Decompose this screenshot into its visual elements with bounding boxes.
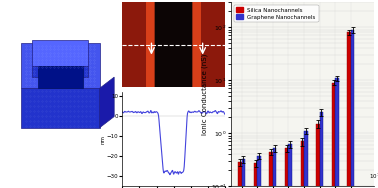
Bar (288, 144, 292, 188)
Legend: Silica Nanochannels, Graphene Nanochannels: Silica Nanochannels, Graphene Nanochanne… (234, 5, 319, 22)
Text: $10^{1}$: $10^{1}$ (369, 171, 378, 181)
Polygon shape (21, 88, 99, 128)
Text: Graphene Nanochannels: Graphene Nanochannels (8, 135, 112, 144)
Bar (285, 148, 288, 188)
Polygon shape (32, 66, 88, 77)
Y-axis label: nm: nm (100, 135, 105, 144)
Bar (304, 131, 308, 188)
Bar (332, 83, 335, 188)
Bar (238, 162, 242, 188)
Bar (316, 124, 320, 188)
Bar (257, 156, 261, 188)
Bar (351, 30, 354, 188)
Polygon shape (21, 43, 99, 88)
Bar (335, 78, 339, 188)
Polygon shape (37, 66, 83, 88)
Bar (347, 32, 351, 188)
Bar (301, 141, 304, 188)
Y-axis label: Ionic Conductance (nS): Ionic Conductance (nS) (201, 53, 208, 135)
Bar (270, 152, 273, 188)
Bar (320, 112, 323, 188)
Bar (242, 159, 245, 188)
Bar (254, 163, 257, 188)
Bar (273, 148, 276, 188)
Polygon shape (99, 77, 114, 128)
Polygon shape (32, 40, 88, 66)
